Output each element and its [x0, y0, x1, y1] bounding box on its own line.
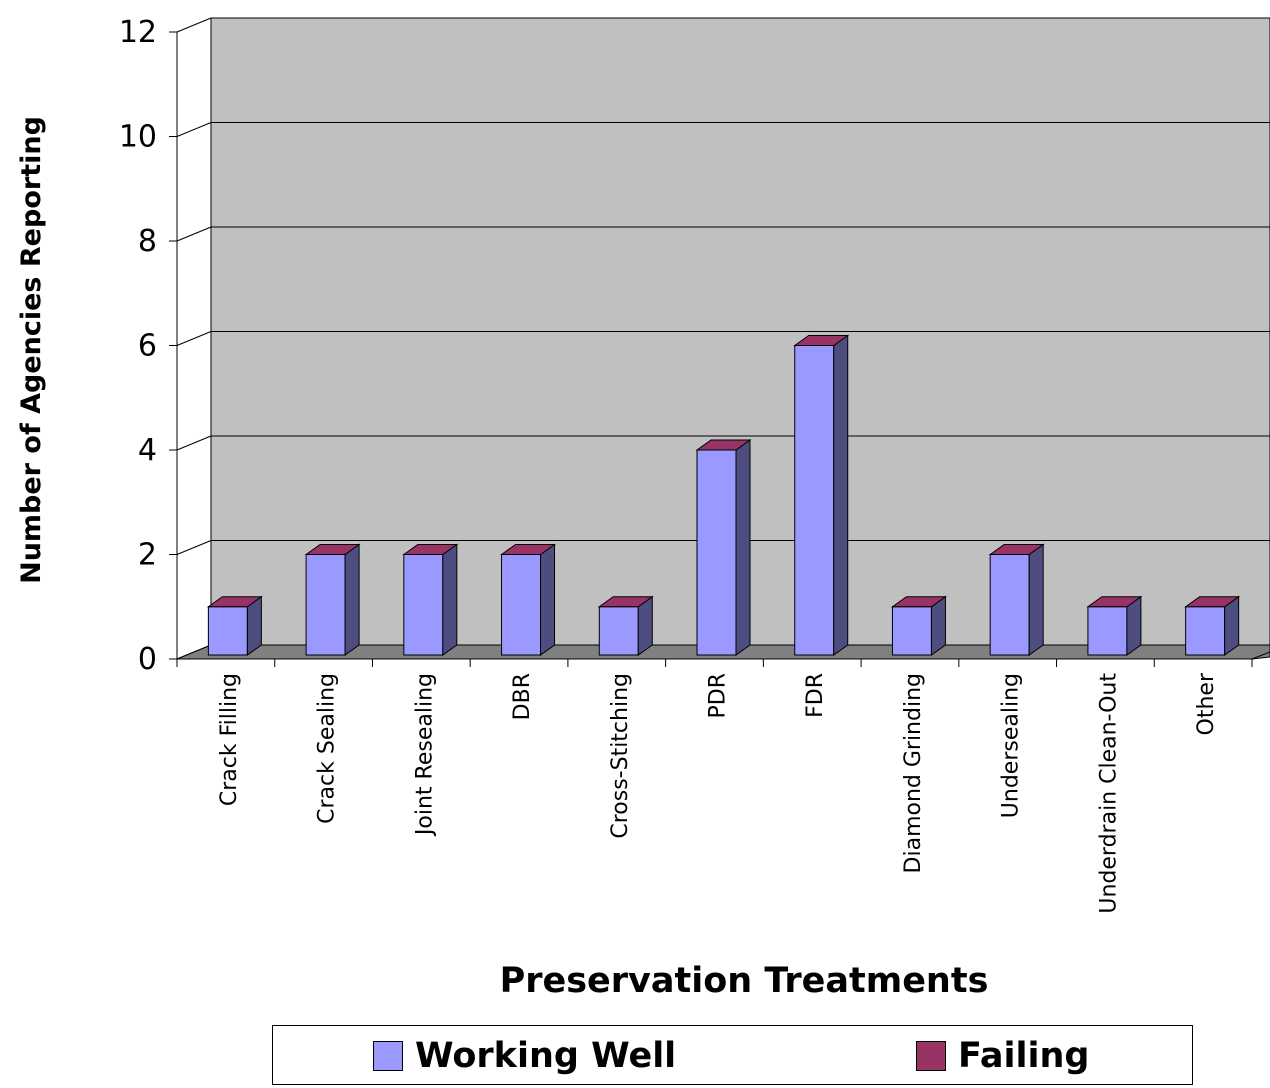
- x-tick-label: Crack Sealing: [315, 673, 340, 824]
- bar-failing-cap: [695, 439, 752, 451]
- bar-failing-cap: [499, 544, 557, 555]
- bar-working-well-side: [540, 543, 556, 656]
- x-tick-label: PDR: [706, 673, 731, 719]
- bar-group: [402, 543, 459, 656]
- legend-label-working-well: Working Well: [415, 1036, 677, 1076]
- legend-item-working-well: Working Well: [373, 1038, 676, 1074]
- x-tick-label: Undersealing: [999, 673, 1024, 818]
- bar-working-well: [305, 554, 346, 656]
- x-axis-title: Preservation Treatments: [500, 961, 989, 1001]
- bar-working-well-side: [1028, 543, 1044, 656]
- bar-failing-cap: [890, 596, 948, 608]
- bar-working-well: [501, 554, 542, 656]
- bar-working-well: [696, 449, 737, 656]
- y-axis-title: Number of Agencies Reporting: [16, 116, 47, 584]
- gridline-depth: [176, 540, 212, 555]
- x-tick-label: Joint Resealing: [412, 673, 437, 837]
- bar-working-well: [1087, 606, 1128, 656]
- bar-failing-cap: [206, 596, 263, 608]
- bar-working-well: [598, 606, 639, 656]
- bar-working-well-side: [442, 543, 458, 656]
- gridline-depth: [176, 122, 212, 137]
- y-tick-label: 2: [138, 538, 157, 573]
- y-tick-label: 8: [138, 224, 157, 259]
- bar-group: [890, 595, 948, 656]
- bar-working-well: [403, 554, 444, 656]
- bar-working-well-side: [833, 334, 849, 656]
- bar-working-well: [1185, 606, 1226, 656]
- bar-group: [988, 543, 1045, 656]
- bar-working-well: [989, 554, 1030, 656]
- bar-group: [499, 543, 557, 656]
- y-tick-label: 12: [119, 15, 157, 50]
- gridline-depth: [176, 331, 212, 346]
- bar-group: [304, 543, 361, 656]
- bar-failing-cap: [988, 544, 1045, 555]
- bar-failing-cap: [597, 596, 654, 608]
- bar-working-well: [207, 606, 248, 656]
- x-tick-label: Diamond Grinding: [901, 673, 926, 873]
- bar-failing-cap: [1184, 596, 1241, 608]
- y-tick-label: 4: [138, 433, 157, 468]
- bar-group: [1184, 595, 1241, 656]
- gridline-depth: [176, 17, 212, 33]
- bar-working-well: [794, 345, 835, 656]
- y-tick-label: 6: [138, 329, 157, 364]
- legend-swatch-failing: [916, 1041, 946, 1071]
- x-axis-right-edge: [1251, 651, 1270, 660]
- bar-group: [793, 334, 850, 656]
- x-tick-label: FDR: [803, 673, 828, 718]
- legend-item-failing: Failing: [916, 1038, 1089, 1074]
- bar-working-well: [891, 606, 932, 656]
- legend-swatch-working-well: [373, 1041, 403, 1071]
- bar-working-well-side: [735, 439, 751, 656]
- bar-failing-cap: [793, 335, 850, 346]
- gridline-depth: [176, 226, 212, 242]
- x-tick-label: Other: [1194, 672, 1219, 735]
- y-tick-label: 10: [119, 120, 157, 155]
- bar-group: [695, 439, 752, 656]
- bar-failing-cap: [1086, 596, 1143, 608]
- bar-failing-cap: [402, 544, 459, 555]
- y-tick-label: 0: [138, 642, 157, 677]
- bar-group: [597, 595, 654, 656]
- x-tick-label: Cross-Stitching: [608, 673, 633, 839]
- legend: Working Well Failing: [272, 1025, 1193, 1085]
- bar-group: [1086, 595, 1143, 656]
- legend-label-failing: Failing: [958, 1036, 1090, 1076]
- x-tick-label: Underdrain Clean-Out: [1096, 673, 1121, 914]
- x-tick-label: Crack Filling: [217, 673, 242, 806]
- gridline-depth: [176, 435, 212, 451]
- bar-working-well-side: [344, 543, 360, 656]
- bar-failing-cap: [304, 544, 361, 555]
- bar-group: [206, 595, 263, 656]
- x-tick-label: DBR: [510, 673, 535, 720]
